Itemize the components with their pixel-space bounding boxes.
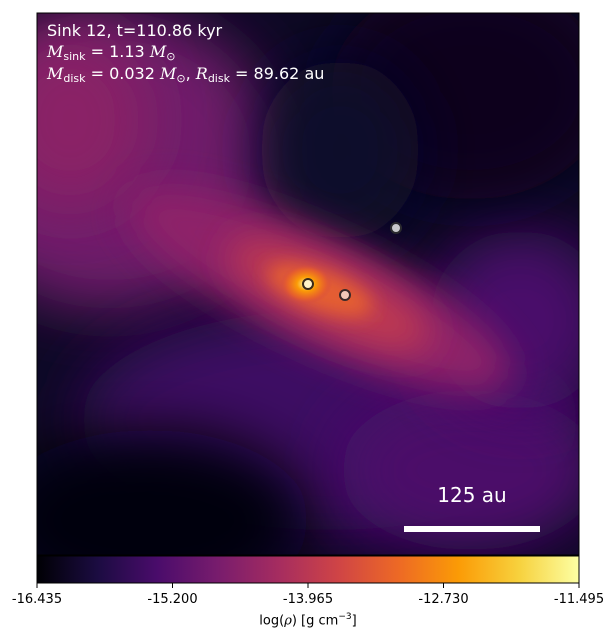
sink-markers — [302, 222, 402, 301]
colorbar-tick-label: -11.495 — [553, 592, 605, 607]
sink-mass-label: Msink = 1.13 M⊙ — [47, 42, 176, 63]
disk-properties-label: Mdisk = 0.032 M⊙, Rdisk = 89.62 au — [47, 64, 325, 85]
colorbar-tick-label: -13.965 — [282, 592, 334, 607]
colorbar-tick-label: -15.200 — [147, 592, 198, 607]
colorbar-tick-label: -16.435 — [11, 592, 63, 607]
colorbar-label: log(ρ) [g cm−3] — [259, 612, 357, 629]
sink-info-title: Sink 12, t=110.86 kyr — [47, 21, 223, 40]
colorbar-tick-label: -12.730 — [418, 592, 469, 607]
density-map — [37, 13, 579, 555]
colorbar — [36, 555, 580, 584]
sink-secondary — [339, 289, 351, 301]
scale-bar-label: 125 au — [437, 483, 507, 507]
scale-bar — [404, 526, 540, 532]
sink-tertiary — [390, 222, 402, 234]
colorbar-ticks — [36, 583, 580, 588]
sink-primary — [302, 278, 314, 290]
